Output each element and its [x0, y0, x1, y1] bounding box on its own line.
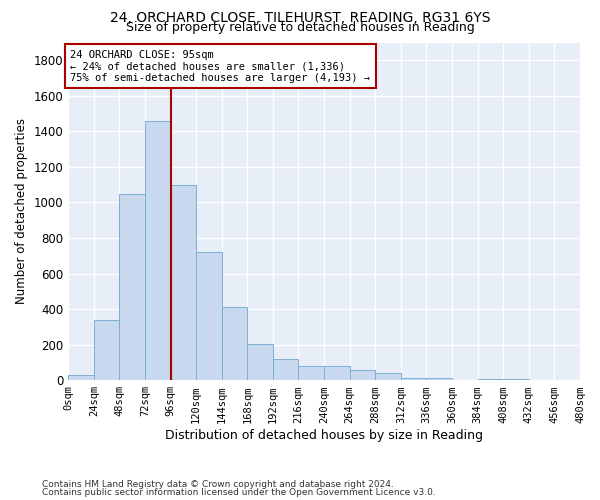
Bar	[324, 366, 350, 380]
Text: 24, ORCHARD CLOSE, TILEHURST, READING, RG31 6YS: 24, ORCHARD CLOSE, TILEHURST, READING, R…	[110, 11, 490, 25]
Bar	[350, 370, 375, 380]
Bar	[401, 378, 427, 380]
Bar	[119, 194, 145, 380]
Text: Size of property relative to detached houses in Reading: Size of property relative to detached ho…	[125, 22, 475, 35]
Y-axis label: Number of detached properties: Number of detached properties	[15, 118, 28, 304]
Bar	[273, 359, 298, 380]
Bar	[170, 184, 196, 380]
Bar	[94, 320, 119, 380]
Bar	[298, 366, 324, 380]
Bar	[247, 344, 273, 380]
Bar	[196, 252, 222, 380]
Bar	[145, 120, 170, 380]
Text: Contains HM Land Registry data © Crown copyright and database right 2024.: Contains HM Land Registry data © Crown c…	[42, 480, 394, 489]
Text: 24 ORCHARD CLOSE: 95sqm
← 24% of detached houses are smaller (1,336)
75% of semi: 24 ORCHARD CLOSE: 95sqm ← 24% of detache…	[70, 50, 370, 83]
Text: Contains public sector information licensed under the Open Government Licence v3: Contains public sector information licen…	[42, 488, 436, 497]
Bar	[427, 378, 452, 380]
Bar	[375, 373, 401, 380]
Bar	[68, 375, 94, 380]
X-axis label: Distribution of detached houses by size in Reading: Distribution of detached houses by size …	[165, 430, 483, 442]
Bar	[222, 308, 247, 380]
